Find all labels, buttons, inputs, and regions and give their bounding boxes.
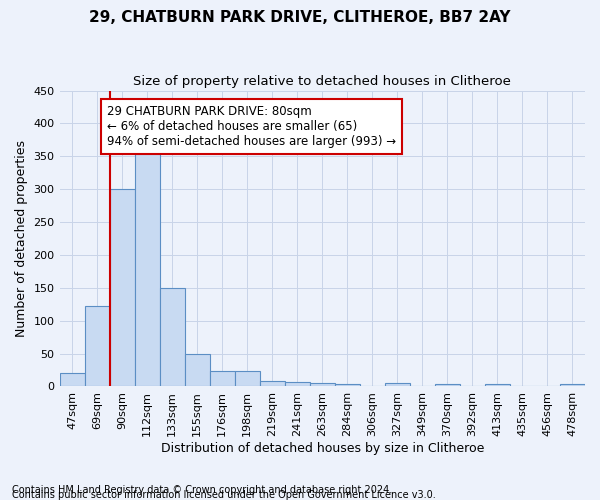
Bar — [435, 384, 460, 386]
Bar — [185, 354, 209, 386]
Text: Contains public sector information licensed under the Open Government Licence v3: Contains public sector information licen… — [12, 490, 436, 500]
Bar — [560, 384, 585, 386]
Bar — [134, 148, 160, 386]
Bar — [85, 306, 110, 386]
Text: Contains HM Land Registry data © Crown copyright and database right 2024.: Contains HM Land Registry data © Crown c… — [12, 485, 392, 495]
Bar — [59, 374, 85, 386]
Y-axis label: Number of detached properties: Number of detached properties — [15, 140, 28, 337]
Bar — [335, 384, 360, 386]
Bar — [110, 189, 134, 386]
Bar — [260, 381, 285, 386]
X-axis label: Distribution of detached houses by size in Clitheroe: Distribution of detached houses by size … — [161, 442, 484, 455]
Bar — [209, 372, 235, 386]
Bar — [310, 382, 335, 386]
Bar — [160, 288, 185, 386]
Bar — [285, 382, 310, 386]
Text: 29, CHATBURN PARK DRIVE, CLITHEROE, BB7 2AY: 29, CHATBURN PARK DRIVE, CLITHEROE, BB7 … — [89, 10, 511, 25]
Text: 29 CHATBURN PARK DRIVE: 80sqm
← 6% of detached houses are smaller (65)
94% of se: 29 CHATBURN PARK DRIVE: 80sqm ← 6% of de… — [107, 106, 396, 148]
Bar — [485, 384, 510, 386]
Title: Size of property relative to detached houses in Clitheroe: Size of property relative to detached ho… — [133, 75, 511, 88]
Bar — [385, 383, 410, 386]
Bar — [235, 372, 260, 386]
